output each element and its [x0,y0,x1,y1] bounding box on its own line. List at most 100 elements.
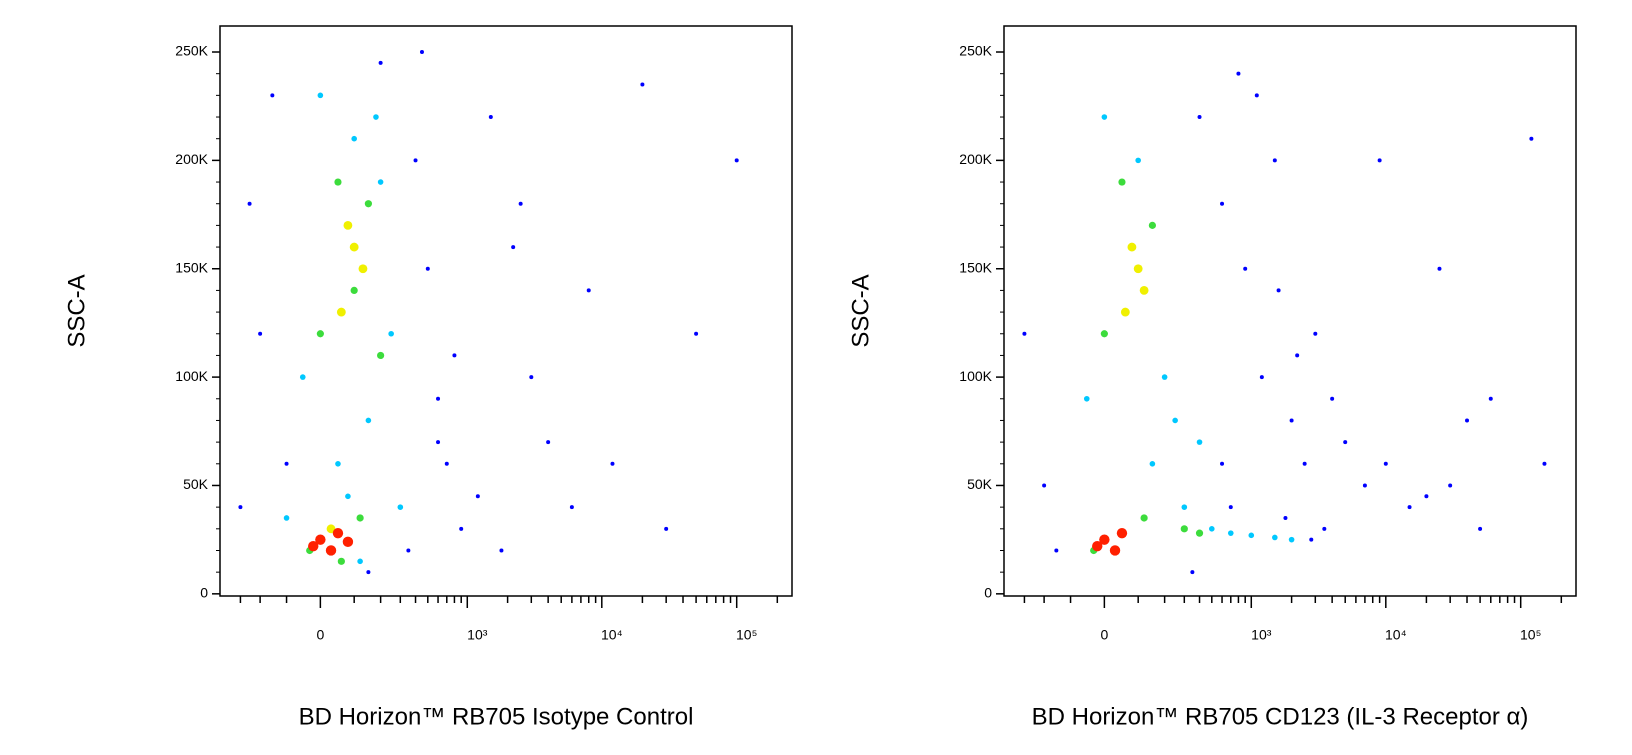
point [388,330,394,337]
point [1424,494,1429,499]
point [406,548,411,553]
point [1448,483,1453,488]
point [1190,570,1195,575]
point [518,201,523,206]
point [1259,375,1264,380]
x-axis-label: BD Horizon™ RB705 Isotype Control [299,703,694,730]
point [366,570,371,575]
y-axis-label: SSC-A [847,274,874,347]
point [1478,526,1483,531]
y-tick-label: 200K [175,151,208,167]
point [459,526,464,531]
point [436,396,441,401]
point [1127,242,1137,252]
point [1209,526,1215,532]
point [258,331,263,336]
point [475,494,480,499]
x-tick-label: 10⁴ [601,627,623,643]
point [1101,114,1108,120]
point [365,417,372,424]
point [1243,266,1248,271]
point [356,514,364,522]
point [1254,93,1259,98]
point [1302,461,1307,466]
y-tick-label: 100K [175,368,208,384]
point [1313,331,1318,336]
point [1196,439,1203,445]
x-tick-label: 10³ [467,627,488,643]
point [247,201,252,206]
point [1227,530,1234,536]
point [664,526,669,531]
point [1022,331,1027,336]
point [1181,504,1188,510]
point [1135,157,1141,164]
point [317,92,324,99]
y-tick-label: 150K [175,259,208,275]
x-axis-label: BD Horizon™ RB705 CD123 (IL-3 Receptor α… [1032,703,1529,730]
point [377,179,384,185]
point [444,461,449,466]
point [1133,264,1143,274]
point [1330,396,1335,401]
point [1140,514,1148,522]
point [1377,158,1382,163]
point [284,461,289,466]
point [488,115,493,120]
y-tick-label: 150K [959,259,992,275]
plot-frame [219,25,793,597]
y-tick-label: 0 [200,585,208,601]
point [1288,536,1295,543]
point [1383,461,1388,466]
point [332,527,344,539]
point [1309,537,1314,542]
point [299,374,306,380]
point [1054,548,1059,553]
point [308,540,319,552]
point [349,242,359,252]
point [1248,532,1255,539]
point [610,461,615,466]
point [1276,288,1281,293]
y-axis-label: SSC-A [63,274,90,347]
x-tick-label: 10⁵ [736,627,757,643]
point [1149,460,1156,467]
point [335,460,341,467]
point [1289,418,1294,423]
y-tick-label: 50K [967,476,993,492]
point [413,158,418,163]
point [1161,374,1168,380]
point [316,330,324,338]
point [350,286,358,295]
point [334,178,342,186]
point [325,545,337,556]
point [1283,515,1288,520]
point [1362,483,1367,488]
point [546,440,551,445]
point [1172,417,1178,424]
point [1139,286,1149,295]
point [1116,527,1128,539]
x-tick-label: 10⁵ [1520,627,1541,643]
point [337,557,345,565]
point [1092,540,1103,552]
point [315,534,326,545]
point [270,93,275,98]
point [436,440,441,445]
point [1083,395,1090,402]
point [1118,178,1126,186]
point [358,264,368,274]
point [1099,534,1110,545]
point [1488,396,1493,401]
point [1195,529,1204,537]
point [1542,461,1547,466]
point [499,548,504,553]
point [1295,353,1300,358]
point [1465,418,1470,423]
point [343,220,353,230]
x-tick-label: 10³ [1251,627,1272,643]
point [342,536,354,548]
point [1180,525,1188,533]
point [734,158,739,163]
point [397,504,404,510]
